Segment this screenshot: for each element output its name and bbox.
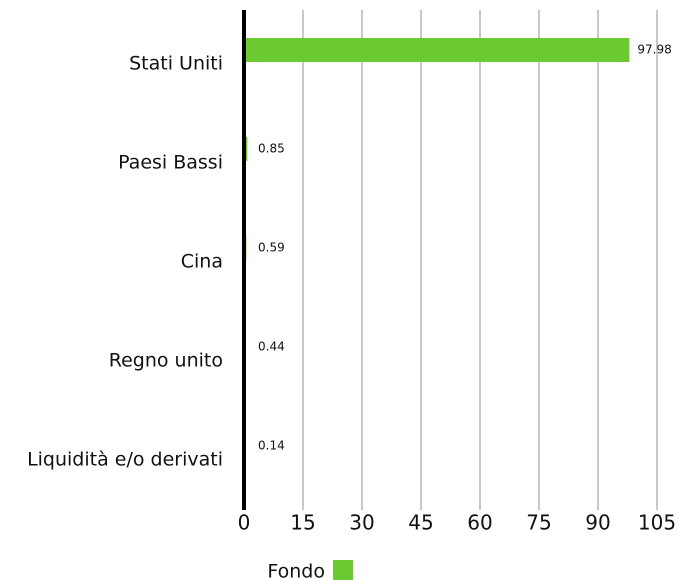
x-tick-label: 0 <box>238 511 251 535</box>
value-label: 0.85 <box>258 142 285 156</box>
legend-swatch <box>333 560 353 580</box>
value-label: 97.98 <box>637 43 671 57</box>
x-tick-label: 90 <box>585 511 610 535</box>
x-tick-label: 75 <box>526 511 551 535</box>
y-tick-label: Paesi Bassi <box>118 152 223 174</box>
x-tick-label: 45 <box>408 511 433 535</box>
bar <box>244 38 630 62</box>
y-tick-label: Stati Uniti <box>129 53 223 75</box>
value-label: 0.14 <box>258 439 285 453</box>
value-label: 0.44 <box>258 340 285 354</box>
y-tick-label: Regno unito <box>109 350 223 372</box>
legend-label: Fondo <box>267 561 325 580</box>
x-tick-label: 60 <box>467 511 492 535</box>
x-tick-label: 105 <box>638 511 676 535</box>
value-label: 0.59 <box>258 241 285 255</box>
x-tick-label: 30 <box>349 511 374 535</box>
x-tick-label: 15 <box>290 511 315 535</box>
y-tick-label: Liquidità e/o derivati <box>27 449 223 471</box>
y-tick-label: Cina <box>181 251 223 273</box>
